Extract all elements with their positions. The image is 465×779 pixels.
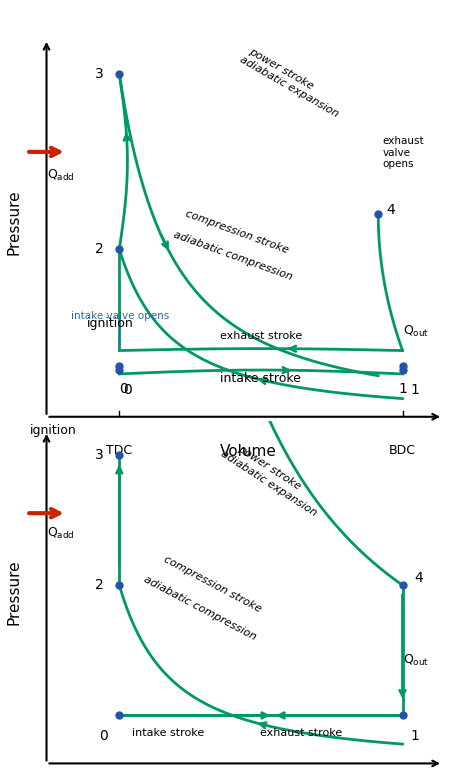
- Text: 1: 1: [410, 382, 419, 397]
- Text: 3: 3: [95, 67, 104, 81]
- Text: Q$_\mathregular{out}$: Q$_\mathregular{out}$: [403, 653, 429, 668]
- Text: adiabatic expansion: adiabatic expansion: [219, 449, 319, 519]
- Text: TDC: TDC: [106, 444, 133, 457]
- Text: 2: 2: [95, 242, 104, 256]
- Text: intake valve opens: intake valve opens: [71, 312, 169, 344]
- Text: power stroke: power stroke: [247, 47, 315, 92]
- Text: 2: 2: [95, 578, 104, 592]
- Text: compression stroke: compression stroke: [184, 209, 290, 256]
- Text: 0: 0: [123, 382, 132, 397]
- Text: compression stroke: compression stroke: [162, 555, 263, 615]
- Text: Q$_\mathregular{add}$: Q$_\mathregular{add}$: [46, 168, 74, 183]
- Text: 0: 0: [99, 729, 107, 743]
- Text: exhaust stroke: exhaust stroke: [260, 728, 343, 738]
- Text: adiabatic compression: adiabatic compression: [142, 574, 258, 642]
- Text: ignition: ignition: [30, 425, 77, 437]
- Text: adiabatic compression: adiabatic compression: [172, 230, 293, 283]
- Text: 3: 3: [95, 448, 104, 462]
- Text: adiabatic expansion: adiabatic expansion: [238, 54, 340, 119]
- Text: exhaust stroke: exhaust stroke: [220, 331, 302, 341]
- Text: 1: 1: [410, 729, 419, 743]
- Text: power stroke: power stroke: [236, 443, 302, 492]
- Text: intake stroke: intake stroke: [220, 372, 301, 385]
- Text: Q$_\mathregular{add}$: Q$_\mathregular{add}$: [46, 526, 74, 541]
- Text: ignition: ignition: [87, 317, 134, 330]
- Text: 0: 0: [119, 382, 128, 397]
- Text: Q$_\mathregular{out}$: Q$_\mathregular{out}$: [403, 324, 429, 339]
- Text: 4: 4: [386, 203, 395, 217]
- Text: BDC: BDC: [389, 444, 416, 457]
- Text: 4: 4: [414, 571, 423, 585]
- Text: exhaust
valve
opens: exhaust valve opens: [382, 136, 424, 170]
- Text: 1: 1: [398, 382, 407, 397]
- Text: Pressure: Pressure: [7, 559, 22, 625]
- Text: intake stroke: intake stroke: [132, 728, 204, 738]
- Text: Pressure: Pressure: [7, 189, 22, 255]
- Text: Volume: Volume: [220, 444, 277, 459]
